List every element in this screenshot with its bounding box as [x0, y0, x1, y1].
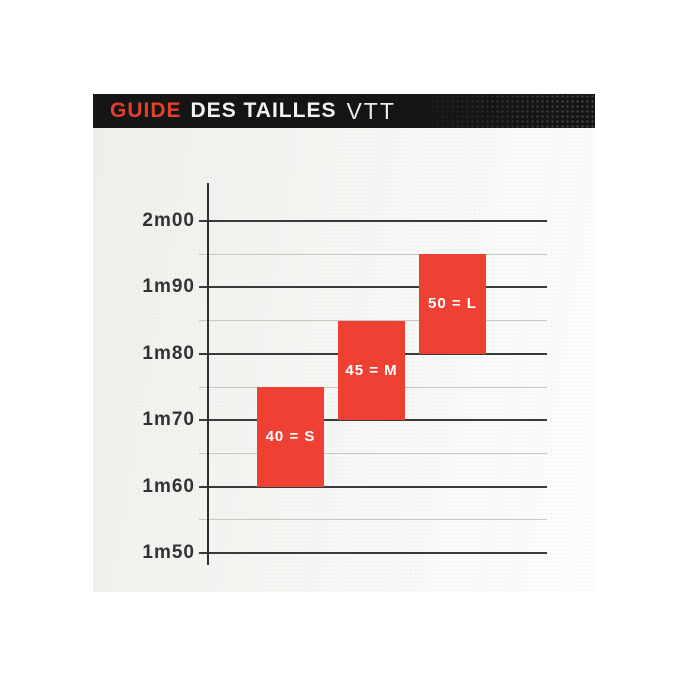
header-bar: GUIDE DES TAILLES VTT — [93, 94, 595, 128]
gridline-minor — [199, 519, 547, 521]
gridline-minor — [199, 253, 547, 255]
gridline-major — [199, 286, 547, 289]
axis-tick-label: 1m60 — [142, 475, 195, 497]
gridline-major — [199, 419, 547, 422]
gridline-major — [199, 485, 547, 488]
axis-tick-label: 2m00 — [142, 210, 195, 231]
axis-tick-label: 1m70 — [142, 409, 195, 431]
size-bar-label: 40 = S — [265, 428, 316, 446]
title-guide: GUIDE — [110, 99, 182, 122]
size-chart: 2m00 1m90 1m80 1m70 1m60 1m50 40 = S 45 = M 50 =… — [93, 128, 595, 592]
gridline-major — [199, 220, 547, 222]
size-bar-45-m: 45 = M — [338, 320, 405, 421]
title-vtt: VTT — [346, 97, 396, 124]
gridline-minor — [199, 452, 547, 454]
size-guide-card: GUIDE DES TAILLES VTT 2m00 1m90 1m80 1m70 1m… — [93, 94, 595, 592]
header-halftone-texture — [405, 94, 595, 128]
title-des-tailles: DES TAILLES — [190, 99, 337, 122]
gridline-major — [199, 552, 547, 554]
axis-tick-label: 1m50 — [142, 542, 195, 563]
y-axis-line — [207, 183, 209, 565]
size-bar-label: 45 = M — [345, 361, 398, 379]
size-bar-50-l: 50 = L — [419, 254, 486, 354]
size-bar-40-s: 40 = S — [257, 387, 324, 487]
size-bar-label: 50 = L — [428, 295, 477, 313]
axis-tick-label: 1m90 — [142, 276, 195, 298]
axis-tick-label: 1m80 — [142, 342, 195, 364]
